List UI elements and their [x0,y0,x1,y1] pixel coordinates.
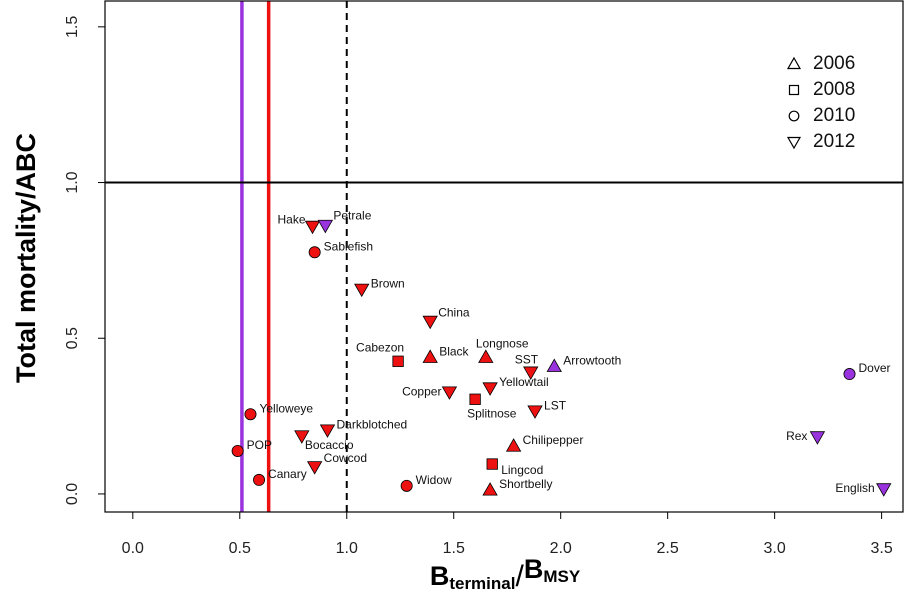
point-label: Cowcod [324,451,367,465]
point [546,358,562,372]
point-label: Cabezon [356,340,404,354]
x-axis-label-part: B [430,561,450,591]
x-axis-label: Bterminal/BMSY [430,554,581,593]
legend-symbol [786,136,802,150]
point-label: Copper [402,384,441,398]
point [244,408,257,421]
point-label: LST [544,398,567,412]
point-label: Canary [268,467,307,481]
point [317,219,334,234]
point-label: Shortbelly [499,477,552,491]
x-axis-label-part: terminal [449,574,515,593]
x-tick-label: 2.5 [657,540,679,557]
point [253,473,266,486]
point-label: Petrale [333,209,371,223]
x-tick-label: 3.5 [870,540,892,557]
x-tick-label: 1.5 [443,540,465,557]
point [478,349,494,363]
point-label: Hake [278,213,306,227]
point [469,393,481,405]
legend-symbol [788,110,800,122]
point [294,430,310,444]
point [304,220,321,235]
y-tick-label: 1.0 [64,171,81,193]
point-label: Brown [371,277,405,291]
point-label: Lingcod [501,463,543,477]
point [392,355,404,367]
x-tick-label: 3.0 [764,540,786,557]
point-label: SST [515,352,539,366]
y-axis-label: Total mortality/ABC [11,133,41,383]
point-label: Arrowtooth [563,353,621,367]
x-tick-label: 0.5 [229,540,251,557]
point [843,368,856,381]
point [527,405,543,419]
point [441,386,458,400]
plot-frame [104,0,904,513]
point [482,482,498,496]
x-tick-label: 1.0 [336,540,358,557]
legend-label: 2008 [813,79,855,100]
point-label: Sablefish [324,239,373,253]
point [308,246,321,259]
point-label: Bocaccio [305,438,354,452]
point [505,438,522,452]
point [486,458,498,470]
legend-symbol [786,56,802,70]
point-label: China [438,306,470,320]
point [306,461,323,475]
point-label: Splitnose [467,406,517,420]
point-label: Yellowtail [499,375,549,389]
point [809,431,826,445]
point-label: English [835,481,874,495]
x-tick-label: 2.0 [550,540,572,557]
point-label: Yelloweye [259,401,313,415]
x-axis-label-part: B [524,554,544,584]
point-label: Widow [416,473,452,487]
point-label: Dover [859,361,891,375]
point [876,483,892,497]
point [319,424,336,438]
point-label: Black [439,344,469,358]
legend-label: 2010 [813,105,855,126]
x-axis-label-part: MSY [543,567,581,586]
x-axis-label-part: / [515,560,524,593]
legend-label: 2006 [813,53,855,74]
x-tick-label: 0.0 [122,540,144,557]
point [231,444,244,457]
point [354,283,370,298]
point [422,315,438,330]
point [523,366,539,380]
y-tick-label: 0.5 [64,327,81,349]
y-tick-label: 1.5 [64,16,81,38]
point [482,382,498,396]
point-label: Longnose [476,336,529,350]
point-label: POP [247,438,272,452]
point-label: Darkblotched [336,417,407,431]
legend-label: 2012 [813,131,855,152]
point [400,479,413,492]
point-label: Chilipepper [523,433,584,447]
y-tick-label: 0.0 [64,483,81,505]
point [422,349,438,363]
legend-symbol [788,84,800,96]
point-label: Rex [786,429,807,443]
